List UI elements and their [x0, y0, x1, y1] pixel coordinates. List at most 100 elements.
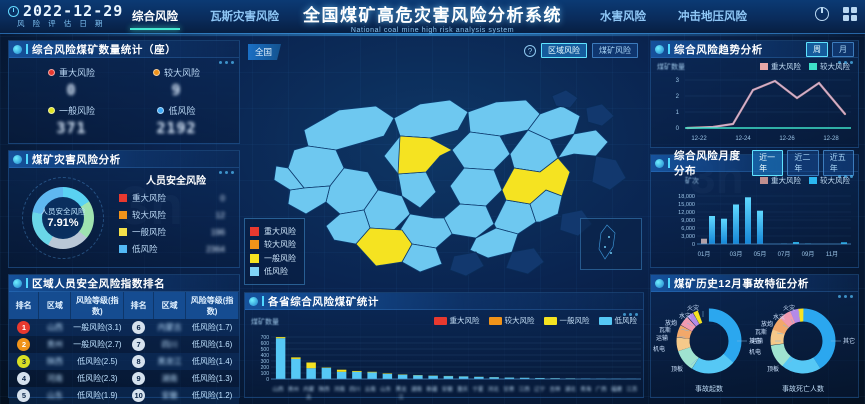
rank-badge: 1: [17, 321, 31, 334]
tab-water-disaster-risk[interactable]: 水害风险: [600, 11, 646, 23]
map-btn-mine-risk[interactable]: 煤矿风险: [592, 43, 638, 58]
bar-segment-general[interactable]: [336, 369, 347, 372]
cell-region-r: 四川: [161, 340, 178, 349]
grid-icon[interactable]: [843, 7, 857, 21]
monthly-btn-5y[interactable]: 近五年: [822, 150, 854, 176]
svg-text:3,000: 3,000: [681, 234, 695, 240]
panel-bar-icon: [26, 154, 28, 164]
cell-rank-r: 7: [124, 336, 154, 353]
col-risk-right: 风险等级(指数): [185, 292, 239, 319]
swatch-general-icon: [543, 316, 557, 325]
bar-segment-low[interactable]: [306, 368, 316, 379]
bar-segment-low[interactable]: [443, 376, 454, 379]
bar-segment-low[interactable]: [397, 374, 408, 379]
map-btn-regional-risk[interactable]: 区域风险: [541, 43, 587, 58]
nav-right: 水害风险 冲击地压风险: [584, 8, 763, 24]
svg-text:12-22: 12-22: [691, 136, 707, 142]
bar-segment-general[interactable]: [275, 337, 286, 339]
cell-risk: 一般风险(3.1): [73, 323, 122, 332]
province-legend-general: 一般风险: [543, 315, 590, 326]
trend-btn-week[interactable]: 周: [806, 41, 828, 57]
monthly-btn-2y[interactable]: 近二年: [787, 150, 819, 176]
table-row[interactable]: 4 河南 低风险(2.3) 9 湖南 低风险(1.3): [9, 370, 239, 387]
map-legend-general: 一般风险: [250, 253, 296, 264]
swatch-general-icon: [119, 228, 127, 236]
province-x-label: 山东: [380, 387, 392, 393]
count-text-major: 重大风险: [58, 67, 95, 78]
cell-region: 贵州: [46, 340, 63, 349]
bar-segment-low[interactable]: [321, 367, 332, 379]
legend-value-high: 12: [215, 210, 225, 220]
province-legend-high: 较大风险: [488, 315, 535, 326]
swatch-general-icon: [47, 107, 55, 115]
svg-text:0: 0: [692, 242, 695, 248]
cell-region: 山西: [46, 323, 63, 332]
breadcrumb[interactable]: 全国: [248, 44, 282, 60]
rank-badge: 9: [132, 372, 146, 385]
bar-segment-general[interactable]: [367, 371, 377, 373]
province-x-label: 内蒙古: [303, 387, 315, 401]
svg-text:0: 0: [676, 126, 680, 132]
donut-chart: 人员安全风险 7.91%: [9, 168, 117, 267]
province-x-label: 青海: [580, 387, 592, 393]
bar-segment-low[interactable]: [489, 377, 499, 379]
panel-bar-icon: [668, 278, 670, 288]
table-row[interactable]: 3 陕西 低风险(2.5) 8 黑龙江 低风险(1.4): [9, 353, 239, 370]
bar-segment-low[interactable]: [504, 377, 515, 379]
bar-segment-general[interactable]: [291, 357, 301, 359]
cell-risk-r: 低风险(1.2): [191, 391, 233, 400]
tab-gas-disaster-risk[interactable]: 瓦斯灾害风险: [210, 11, 279, 23]
legend-label-major: 重大风险: [132, 193, 167, 203]
panel-header: 区域人员安全风险指数排名: [9, 275, 239, 292]
province-legend-label-major: 重大风险: [449, 316, 480, 325]
bar-segment-low[interactable]: [519, 377, 530, 379]
donut-legend-title: 人员安全风险: [146, 176, 206, 187]
bar-segment-low[interactable]: [382, 373, 393, 379]
bar-segment-low[interactable]: [535, 378, 545, 379]
bar-segment-low[interactable]: [291, 358, 301, 379]
legend-row-general: 一般风险 196: [119, 226, 233, 238]
cell-rank-r: 6: [124, 319, 154, 336]
count-label-high: 较大风险: [152, 66, 200, 79]
tab-rockburst-risk[interactable]: 冲击地压风险: [678, 11, 747, 23]
donut1-label-transport: 运输: [656, 334, 668, 342]
svg-text:05月: 05月: [754, 251, 767, 258]
map-controls: ? 区域风险 煤矿风险: [524, 43, 638, 58]
table-row[interactable]: 2 贵州 一般风险(2.7) 7 四川 低风险(1.6): [9, 336, 239, 353]
bar-segment-low[interactable]: [367, 372, 377, 379]
help-icon[interactable]: ?: [524, 44, 536, 57]
table-row[interactable]: 1 山西 一般风险(3.1) 6 内蒙古 低风险(1.7): [9, 319, 239, 336]
table-row[interactable]: 5 山东 低风险(1.9) 10 安徽 低风险(1.2): [9, 387, 239, 404]
bar-segment-general[interactable]: [352, 370, 362, 372]
bar-segment-low[interactable]: [428, 375, 438, 379]
bar-segment-low[interactable]: [413, 375, 423, 379]
tab-comprehensive-risk[interactable]: 综合风险: [116, 8, 194, 30]
bar-segment-low[interactable]: [474, 376, 484, 379]
power-icon[interactable]: [815, 7, 829, 21]
cell-region-r: 湖南: [161, 374, 178, 383]
monthly-btn-1y[interactable]: 近一年: [752, 150, 784, 176]
donut-ring: 人员安全风险 7.91%: [32, 186, 94, 249]
map-legend-low: 低风险: [250, 266, 296, 277]
trend-legend-label-high: 较大风险: [820, 62, 850, 71]
donut2-label-fire: 火灾: [783, 304, 795, 312]
count-value-low: 2192: [156, 119, 197, 138]
panel-title: 煤矿历史12月事故特征分析: [674, 277, 809, 290]
svg-text:0: 0: [266, 377, 269, 383]
svg-text:500: 500: [261, 347, 270, 353]
province-x-label: 宁夏: [472, 387, 484, 393]
panel-history-accident-analysis: 煤矿历史12月事故特征分析 火灾 水灾 放炮 瓦斯 运输 机电 顶板 其它: [650, 274, 859, 398]
bar-segment-low[interactable]: [458, 376, 469, 379]
china-risk-map[interactable]: 全国 ? 区域风险 煤矿风险: [244, 38, 644, 288]
cell-risk-r: 低风险(1.7): [191, 323, 233, 332]
panel-header: 综合风险煤矿数量统计（座）: [9, 41, 239, 58]
panel-header: 综合风险趋势分析 周 月: [651, 41, 858, 58]
panel-header: 煤矿历史12月事故特征分析: [651, 275, 858, 292]
bar-segment-low[interactable]: [336, 371, 347, 379]
bar-segment-low[interactable]: [352, 371, 362, 379]
trend-btn-month[interactable]: 月: [832, 41, 854, 57]
trend-legend-high: 较大风险: [809, 61, 850, 72]
bar-segment-general[interactable]: [306, 362, 316, 369]
bar-segment-low[interactable]: [275, 338, 286, 379]
